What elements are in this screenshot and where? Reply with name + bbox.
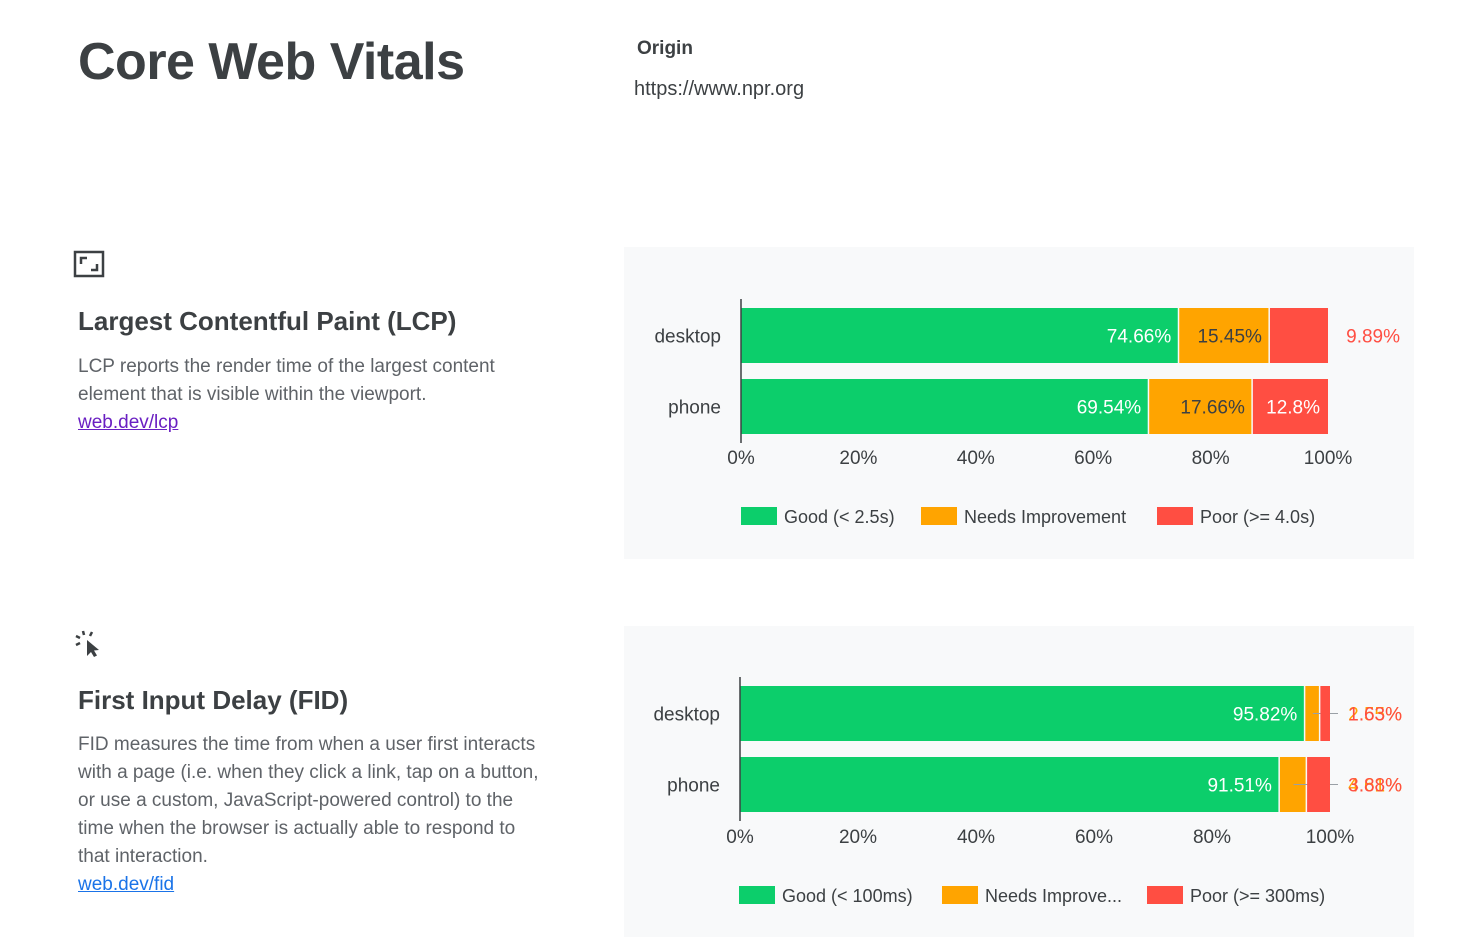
- fid-legend-swatch-needs-improvement[interactable]: [942, 886, 978, 904]
- lcp-legend-swatch-needs-improvement[interactable]: [921, 507, 957, 525]
- fid-bar-desktop-good[interactable]: [740, 686, 1304, 741]
- fid-category-label-phone: phone: [667, 776, 720, 797]
- lcp-bar-phone-needs-improvement[interactable]: [1149, 379, 1252, 434]
- lcp-data-label-desktop-needs-improvement: 15.45%: [1197, 327, 1262, 348]
- fid-data-label-phone-needs-improvement: 4.61%: [1348, 776, 1402, 797]
- lcp-x-tick-label: 20%: [839, 448, 877, 469]
- lcp-legend-swatch-poor[interactable]: [1157, 507, 1193, 525]
- fid-description: FID measures the time from when a user f…: [78, 731, 548, 899]
- lcp-chart: desktop 74.66% 15.45% 9.89% phone 69.54% 17.66…: [654, 299, 1400, 527]
- lcp-data-label-phone-needs-improvement: 17.66%: [1180, 398, 1245, 419]
- lcp-link[interactable]: web.dev/lcp: [78, 412, 179, 433]
- fid-data-label-phone-good: 91.51%: [1207, 776, 1272, 797]
- lcp-data-label-phone-good: 69.54%: [1077, 398, 1142, 419]
- lcp-bar-desktop-needs-improvement[interactable]: [1179, 308, 1269, 363]
- lcp-x-tick-label: 0%: [727, 448, 755, 469]
- lcp-legend-swatch-good[interactable]: [741, 507, 777, 525]
- fid-x-tick-label: 0%: [726, 827, 754, 848]
- fid-data-label-desktop-good: 95.82%: [1233, 705, 1298, 726]
- lcp-description: LCP reports the render time of the large…: [78, 353, 558, 437]
- lcp-category-label-phone: phone: [668, 398, 721, 419]
- fid-x-tick-label: 20%: [839, 827, 877, 848]
- lcp-x-tick-label: 60%: [1074, 448, 1112, 469]
- origin-url: https://www.npr.org: [634, 78, 805, 100]
- origin-label: Origin: [637, 38, 693, 59]
- fid-bar-desktop-poor[interactable]: [1320, 686, 1330, 741]
- fid-x-tick-label: 80%: [1193, 827, 1231, 848]
- lcp-bar-desktop-poor[interactable]: [1269, 308, 1328, 363]
- fid-legend-label-poor[interactable]: Poor (>= 300ms): [1190, 886, 1325, 906]
- lcp-bar-desktop-good[interactable]: [741, 308, 1178, 363]
- fid-link[interactable]: web.dev/fid: [78, 874, 175, 895]
- fid-category-label-desktop: desktop: [653, 705, 720, 726]
- fid-chart: desktop 95.82% 2.55%1.63% phone 91.51% 4.61%3…: [653, 677, 1402, 906]
- lcp-data-label-desktop-good: 74.66%: [1107, 327, 1172, 348]
- fid-x-tick-label: 40%: [957, 827, 995, 848]
- lcp-legend-label-poor[interactable]: Poor (>= 4.0s): [1200, 507, 1315, 527]
- fid-heading: First Input Delay (FID): [78, 685, 349, 715]
- fid-legend-label-good[interactable]: Good (< 100ms): [782, 886, 913, 906]
- lcp-category-label-desktop: desktop: [654, 327, 721, 348]
- lcp-x-tick-label: 80%: [1192, 448, 1230, 469]
- lcp-chart-panel: desktop 74.66% 15.45% 9.89% phone 69.54% 17.66…: [624, 247, 1414, 559]
- fid-data-label-desktop-needs-improvement: 2.55%: [1348, 705, 1402, 726]
- lcp-bar-phone-good[interactable]: [741, 379, 1148, 434]
- fid-bar-phone-poor[interactable]: [1307, 757, 1330, 812]
- lcp-x-tick-label: 100%: [1304, 448, 1353, 469]
- fid-bar-desktop-needs-improvement[interactable]: [1305, 686, 1319, 741]
- fid-bar-phone-good[interactable]: [740, 757, 1279, 812]
- fid-x-tick-label: 100%: [1306, 827, 1355, 848]
- lcp-bar-phone-poor[interactable]: [1252, 379, 1328, 434]
- fid-description-text: FID measures the time from when a user f…: [78, 734, 539, 867]
- lcp-heading: Largest Contentful Paint (LCP): [78, 306, 457, 336]
- lcp-data-label-phone-poor: 12.8%: [1266, 398, 1320, 419]
- expand-frame-icon: [73, 250, 105, 283]
- fid-legend-swatch-poor[interactable]: [1147, 886, 1183, 904]
- page-title: Core Web Vitals: [78, 33, 465, 91]
- fid-legend-swatch-good[interactable]: [739, 886, 775, 904]
- fid-x-tick-label: 60%: [1075, 827, 1113, 848]
- lcp-description-text: LCP reports the render time of the large…: [78, 356, 495, 405]
- fid-data-label-desktop-poor: 1.63%: [1348, 705, 1402, 726]
- cursor-click-icon: [73, 628, 105, 663]
- lcp-legend-label-good[interactable]: Good (< 2.5s): [784, 507, 895, 527]
- lcp-legend-label-needs-improvement[interactable]: Needs Improvement: [964, 507, 1126, 527]
- fid-data-label-phone-poor: 3.88%: [1348, 776, 1402, 797]
- lcp-data-label-desktop-poor: 9.89%: [1346, 327, 1400, 348]
- fid-legend-label-needs-improvement[interactable]: Needs Improve...: [985, 886, 1122, 906]
- fid-chart-panel: desktop 95.82% 2.55% 1.63% phone 91.51% 4.61% 3…: [624, 626, 1414, 937]
- lcp-x-tick-label: 40%: [957, 448, 995, 469]
